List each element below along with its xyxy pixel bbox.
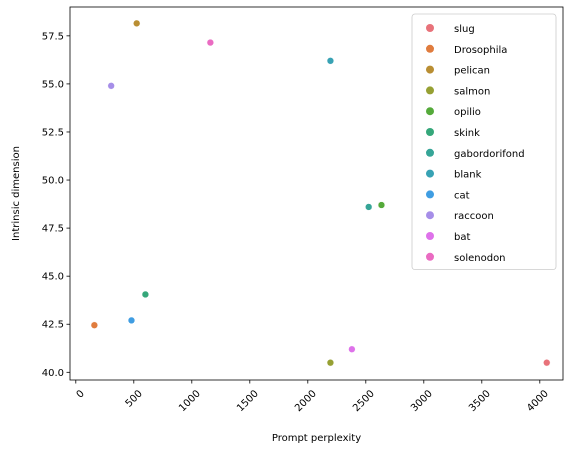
y-tick-label: 40.0: [42, 368, 64, 379]
y-tick-label: 47.5: [42, 224, 64, 235]
data-point-opilio: [377, 201, 386, 209]
legend-marker: [426, 65, 434, 74]
legend-box: [411, 13, 557, 271]
legend-marker: [426, 190, 434, 199]
legend-marker: [426, 211, 434, 220]
legend-label: solenodon: [454, 253, 506, 264]
legend-label: blank: [454, 170, 482, 181]
data-point-skink: [141, 290, 150, 299]
legend-label: Drosophila: [454, 45, 507, 56]
y-tick-label: 52.5: [42, 127, 64, 138]
y-tick-label: 55.0: [42, 79, 64, 90]
legend-label: raccoon: [454, 211, 494, 222]
legend-label: slug: [454, 24, 475, 35]
x-tick-label: 1000: [177, 388, 203, 414]
legend-marker: [426, 252, 434, 261]
legend-label: pelican: [454, 66, 490, 77]
y-tick-label: 50.0: [42, 176, 64, 187]
x-tick-label: 2000: [293, 388, 319, 414]
y-tick-label: 57.5: [42, 31, 64, 42]
legend-label: cat: [454, 190, 470, 201]
data-point-bat: [348, 345, 356, 353]
y-tick-label: 45.0: [42, 272, 64, 283]
data-point-pelican: [133, 19, 141, 27]
legend-marker: [426, 86, 434, 95]
legend-label: skink: [454, 128, 480, 139]
legend-marker: [426, 148, 434, 157]
data-point-salmon: [326, 359, 335, 367]
legend-marker: [426, 169, 434, 178]
y-tick-label: 42.5: [42, 320, 64, 331]
legend-marker: [426, 24, 434, 32]
legend-label: opilio: [454, 107, 481, 118]
legend-marker: [426, 44, 434, 53]
legend-marker: [426, 232, 434, 240]
x-tick-label: 3500: [467, 388, 493, 414]
legend-label: gabordorifond: [454, 149, 525, 160]
x-tick-label: 500: [124, 388, 145, 409]
data-point-raccoon: [107, 82, 115, 90]
data-point-drosophila: [90, 321, 99, 329]
legend-label: salmon: [454, 86, 490, 97]
legend: slug Drosophila pelican salmon opilio skink ga…: [411, 13, 557, 271]
x-tick-label: 4000: [525, 388, 551, 414]
legend-label: bat: [454, 232, 470, 243]
x-axis-label: Prompt perplexity: [272, 433, 361, 444]
x-tick-label: 0: [75, 388, 87, 400]
x-tick-label: 1500: [235, 388, 261, 414]
data-point-solenodon: [206, 38, 215, 47]
data-point-blank: [326, 57, 335, 65]
data-point-cat: [127, 316, 136, 325]
legend-marker: [426, 107, 434, 116]
y-axis-label: Intrinsic dimension: [11, 146, 22, 241]
data-point-slug: [543, 359, 551, 367]
axes-frame: [69, 6, 564, 381]
x-tick-label: 3000: [409, 388, 435, 414]
x-tick-label: 2500: [351, 388, 377, 414]
legend-marker: [426, 128, 434, 136]
data-point-gabordorifond: [365, 203, 373, 211]
